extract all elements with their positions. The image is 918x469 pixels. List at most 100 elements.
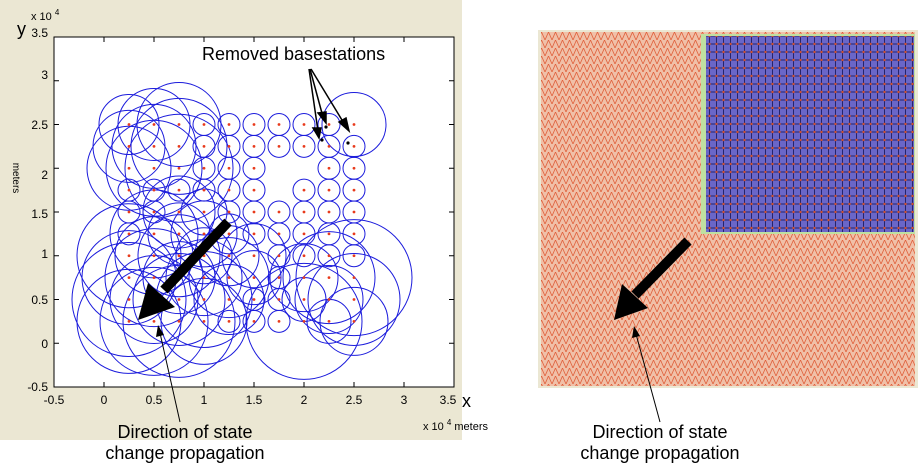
basestation-marker bbox=[352, 232, 356, 236]
direction-arrow-head bbox=[614, 284, 648, 320]
removed-station-dot bbox=[346, 141, 350, 145]
coverage-circle bbox=[242, 288, 266, 311]
coverage-circle bbox=[292, 178, 316, 202]
basestation-marker bbox=[252, 276, 256, 280]
removed-station-dot bbox=[320, 138, 324, 142]
x-tick-labels: -0.5 0 0.5 1 1.5 2 2.5 3 3.5 bbox=[44, 393, 457, 407]
annotation-arrowhead bbox=[311, 127, 322, 141]
direction-arrow-head bbox=[138, 283, 175, 320]
basestation-marker bbox=[277, 210, 281, 214]
coverage-circle bbox=[269, 243, 339, 313]
coverage-circle bbox=[76, 203, 182, 309]
annotation-arrow bbox=[308, 68, 319, 132]
coverage-circle bbox=[111, 103, 197, 189]
coverage-circle bbox=[294, 265, 364, 334]
basestation-marker bbox=[327, 276, 331, 280]
y-tick-label: 2 bbox=[41, 168, 48, 182]
basestation-marker bbox=[152, 232, 156, 236]
basestation-marker bbox=[177, 144, 181, 148]
coverage-circle bbox=[142, 241, 216, 315]
thick-arrow-icon bbox=[138, 218, 232, 320]
coverage-circle bbox=[71, 242, 187, 357]
coverage-circle bbox=[132, 253, 226, 346]
basestation-marker bbox=[202, 298, 206, 301]
coverage-circle bbox=[242, 113, 266, 136]
basestation-marker bbox=[202, 276, 206, 280]
basestation-marker bbox=[252, 166, 256, 170]
y-scale-exponent: 4 bbox=[55, 8, 60, 17]
basestation-marker bbox=[152, 276, 156, 280]
basestation-marker bbox=[252, 319, 256, 323]
basestation-marker bbox=[327, 188, 331, 192]
basestation-marker bbox=[352, 210, 356, 214]
basestation-marker bbox=[327, 144, 331, 148]
basestation-marker bbox=[202, 123, 206, 126]
basestation-marker bbox=[127, 276, 131, 280]
coverage-circle bbox=[175, 227, 233, 285]
basestation-marker bbox=[127, 166, 131, 170]
coverage-circle bbox=[117, 88, 191, 161]
basestation-marker bbox=[202, 166, 206, 170]
direction-arrow-shaft bbox=[631, 237, 692, 299]
basestation-marker bbox=[252, 254, 256, 258]
basestation-marker bbox=[227, 232, 231, 236]
coverage-circle bbox=[245, 262, 363, 380]
basestation-marker bbox=[177, 319, 181, 323]
basestation-marker bbox=[227, 254, 231, 258]
basestation-marker bbox=[277, 123, 281, 126]
caption-pointer bbox=[159, 332, 181, 423]
coverage-circle bbox=[317, 113, 341, 136]
basestation-marker bbox=[152, 166, 156, 170]
basestation-marker bbox=[327, 298, 331, 301]
basestation-marker bbox=[327, 254, 331, 258]
coverage-circle bbox=[124, 113, 234, 223]
coverage-circle bbox=[188, 237, 270, 319]
left-caption: Direction of state change propagation bbox=[85, 422, 285, 464]
basestation-marker bbox=[302, 298, 306, 301]
basestation-marker bbox=[177, 188, 181, 192]
x-axis-letter: x bbox=[462, 391, 471, 411]
x-scale-exponent: 4 bbox=[447, 418, 452, 427]
coverage-circle bbox=[282, 231, 376, 325]
basestation-marker bbox=[352, 319, 356, 323]
basestation-marker bbox=[352, 144, 356, 148]
basestation-marker bbox=[277, 232, 281, 236]
tick-marks bbox=[53, 36, 455, 388]
left-caption-line2: change propagation bbox=[105, 443, 265, 463]
basestation-marker bbox=[352, 166, 356, 170]
basestation-marker bbox=[177, 254, 181, 258]
coverage-circles bbox=[71, 82, 413, 380]
basestation-marker bbox=[127, 254, 131, 258]
annotation-arrow bbox=[309, 68, 324, 118]
basestation-marker bbox=[277, 298, 281, 301]
basestation-marker bbox=[152, 144, 156, 148]
basestation-marker bbox=[302, 254, 306, 258]
coverage-circle bbox=[267, 200, 291, 224]
basestation-marker bbox=[127, 210, 131, 214]
basestation-marker bbox=[352, 123, 356, 126]
basestation-marker bbox=[227, 210, 231, 214]
basestation-marker bbox=[152, 319, 156, 323]
y-tick-label: 0.5 bbox=[31, 293, 48, 307]
basestation-marker bbox=[327, 123, 331, 126]
y-tick-label: 2.5 bbox=[31, 118, 48, 132]
right-caption: Direction of state change propagation bbox=[560, 422, 760, 464]
basestation-marker bbox=[227, 188, 231, 192]
basestation-marker bbox=[352, 276, 356, 280]
basestation-marker bbox=[202, 210, 206, 214]
basestation-marker bbox=[177, 298, 181, 301]
x-tick-label: 3.5 bbox=[440, 393, 457, 407]
coverage-circle bbox=[321, 92, 387, 157]
coverage-circle bbox=[342, 134, 366, 158]
x-tick-label: 0.5 bbox=[146, 393, 163, 407]
annotation-arrowhead bbox=[337, 116, 351, 134]
coverage-circle bbox=[142, 178, 166, 202]
x-scale-note: x 10 4 meters bbox=[423, 416, 488, 433]
basestation-marker bbox=[202, 232, 206, 236]
coverage-circle bbox=[130, 97, 228, 195]
right-caption-line2: change propagation bbox=[580, 443, 740, 463]
basestation-marker bbox=[252, 232, 256, 236]
basestation-marker bbox=[177, 210, 181, 214]
coverage-circle bbox=[92, 109, 166, 183]
